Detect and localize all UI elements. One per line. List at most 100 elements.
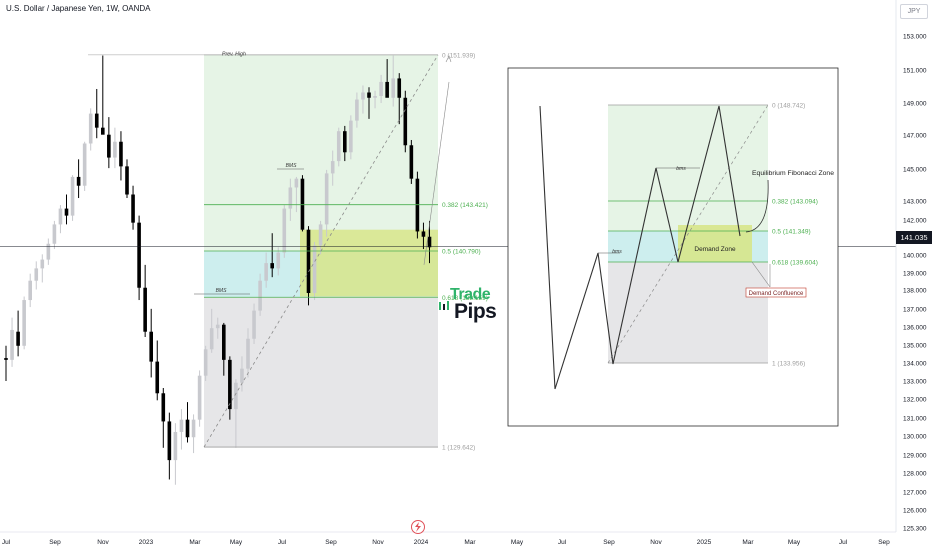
candle-body xyxy=(264,263,268,281)
diagram-fib-label: 1 (133.956) xyxy=(772,361,805,368)
diagram-fib-label: 0 (148.742) xyxy=(772,103,805,110)
candle-body xyxy=(409,145,414,179)
candle-body xyxy=(64,208,69,216)
candle-body xyxy=(367,92,371,98)
candle-body xyxy=(197,375,202,420)
candle-body xyxy=(179,419,184,432)
time-axis-tick: Mar xyxy=(742,539,754,546)
candle-body xyxy=(76,176,81,186)
candle-body xyxy=(107,134,111,158)
price-axis-tick: 135.000 xyxy=(903,343,927,350)
time-axis-tick: Jul xyxy=(558,539,567,546)
events-lightning-icon[interactable] xyxy=(411,520,425,534)
time-axis-tick: May xyxy=(511,539,524,546)
candle-body xyxy=(4,358,8,360)
projection-arrow-head xyxy=(445,55,452,63)
candle-body xyxy=(191,419,196,438)
candle-body xyxy=(94,113,99,128)
fib-level-label: 0.382 (143.421) xyxy=(442,202,488,209)
fib-trend-line xyxy=(203,54,439,448)
candle-body xyxy=(113,141,117,158)
demand-confluence-box xyxy=(745,287,807,298)
candle-body xyxy=(252,310,256,339)
candle-body xyxy=(240,368,244,383)
diagram-fib-label: 0.5 (141.349) xyxy=(772,229,811,236)
candle-body xyxy=(131,194,135,223)
candle-body xyxy=(143,287,147,332)
diagram-price-path xyxy=(539,105,741,390)
candle-body xyxy=(222,324,226,360)
candle-body xyxy=(101,127,105,135)
candle-body xyxy=(318,224,323,246)
time-axis-tick: 2023 xyxy=(139,539,154,546)
price-axis-tick: 130.000 xyxy=(903,434,927,441)
time-axis-tick: 2024 xyxy=(414,539,429,546)
candle-body xyxy=(16,331,20,346)
time-axis-tick: Nov xyxy=(97,539,109,546)
currency-button[interactable]: JPY xyxy=(900,4,928,19)
candle-body xyxy=(385,81,389,98)
candle-body xyxy=(161,393,166,422)
candle-body xyxy=(167,421,172,461)
candle-body xyxy=(421,231,426,237)
price-axis-tick: 140.000 xyxy=(903,253,927,260)
candle-logo-icon xyxy=(439,301,449,310)
price-axis-tick: 133.000 xyxy=(903,379,927,386)
time-axis-tick: Mar xyxy=(189,539,201,546)
candle-body xyxy=(258,280,262,311)
candle-body xyxy=(246,338,250,369)
price-axis-tick: 151.000 xyxy=(903,68,927,75)
candle-body xyxy=(300,178,305,230)
chart-title: U.S. Dollar / Japanese Yen, 1W, OANDA xyxy=(6,4,151,13)
price-axis-tick: 132.000 xyxy=(903,397,927,404)
equilibrium-zone-label: Equilibrium Fibonacci Zone xyxy=(752,170,834,177)
candle-body xyxy=(397,78,402,98)
time-axis-tick: Jul xyxy=(839,539,848,546)
candle-body xyxy=(137,222,141,288)
time-axis-tick: Sep xyxy=(878,539,890,546)
bms-label-top: BMS xyxy=(286,163,298,169)
candle-body xyxy=(82,143,87,186)
time-axis-tick: Nov xyxy=(650,539,662,546)
time-axis-tick: Jul xyxy=(2,539,11,546)
candle-body xyxy=(373,96,377,98)
candle-body xyxy=(312,245,317,294)
diagram-zone-lower xyxy=(608,262,768,363)
candle-body xyxy=(149,331,153,362)
candle-body xyxy=(34,268,39,281)
time-axis-tick: Nov xyxy=(372,539,384,546)
candle-body xyxy=(185,419,190,438)
price-axis-tick: 142.000 xyxy=(903,218,927,225)
candle-body xyxy=(288,187,293,209)
price-axis-tick: 125.300 xyxy=(903,526,927,533)
candle-body xyxy=(88,113,93,144)
candle-body xyxy=(355,99,359,121)
candle-body xyxy=(22,300,26,346)
price-axis-tick: 126.000 xyxy=(903,508,927,515)
candle-body xyxy=(282,208,287,253)
price-axis-tick: 138.000 xyxy=(903,288,927,295)
candle-body xyxy=(324,173,329,225)
time-axis-tick: Sep xyxy=(49,539,61,546)
candle-body xyxy=(379,81,383,97)
candle-body xyxy=(234,382,238,410)
time-axis-tick: Jul xyxy=(278,539,287,546)
candle-body xyxy=(203,349,208,376)
diagram-bms-label-lower: bms xyxy=(612,249,622,255)
price-axis-tick: 131.000 xyxy=(903,416,927,423)
price-axis-tick: 134.000 xyxy=(903,361,927,368)
fib-level-label: 0 (151.939) xyxy=(442,52,475,59)
time-axis-tick: 2025 xyxy=(697,539,712,546)
candle-body xyxy=(46,243,51,260)
candle-body xyxy=(294,178,299,188)
price-axis-tick: 127.000 xyxy=(903,490,927,497)
diagram-bms-label-upper: bms xyxy=(676,166,686,172)
time-axis-tick: Mar xyxy=(464,539,476,546)
candle-body xyxy=(349,120,353,153)
candle-body xyxy=(391,78,395,98)
price-axis-tick: 136.000 xyxy=(903,325,927,332)
candle-body xyxy=(10,329,14,360)
demand-confluence-label: Demand Confluence xyxy=(749,291,804,297)
candle-body xyxy=(343,131,347,153)
